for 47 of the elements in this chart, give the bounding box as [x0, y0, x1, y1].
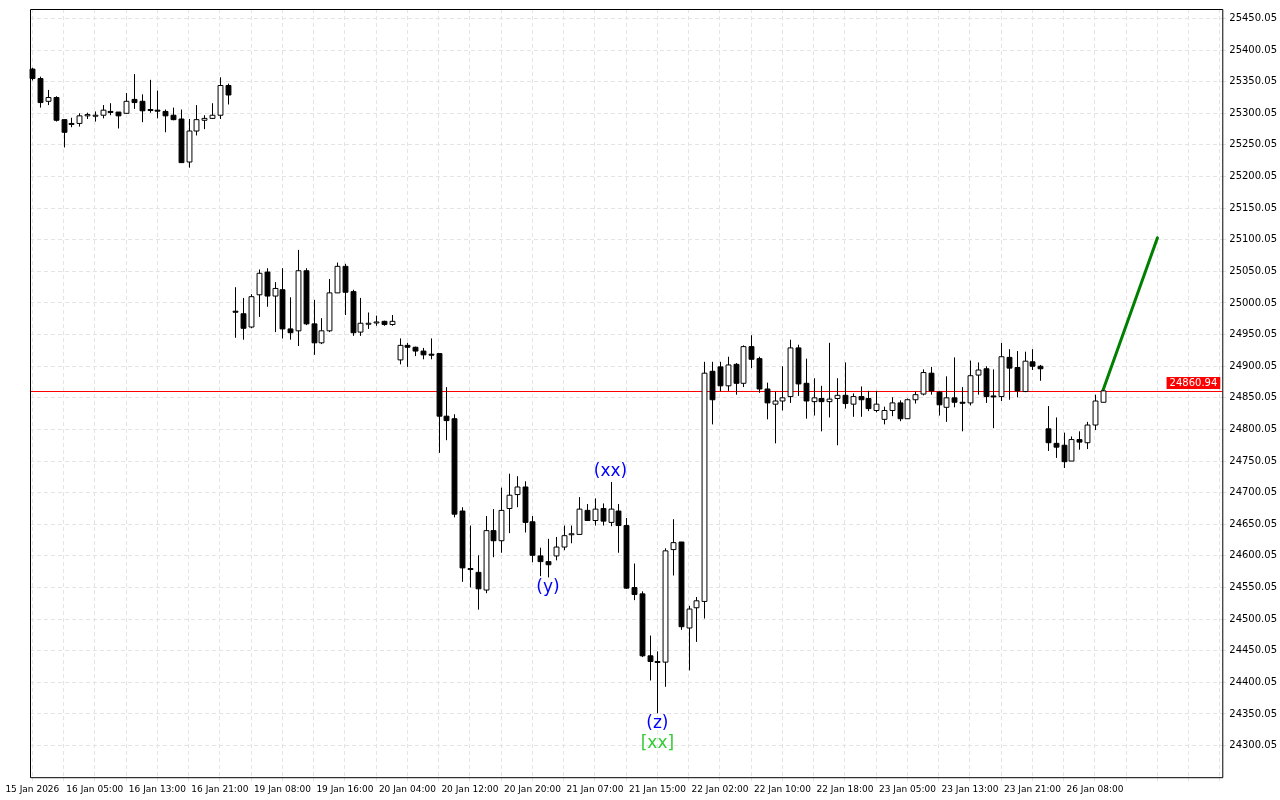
x-tick-label: 19 Jan 08:00 — [253, 783, 312, 794]
y-tick-label: 25350.05 — [1229, 75, 1277, 87]
x-tick-label: 22 Jan 10:00 — [753, 783, 812, 794]
x-tick-label: 16 Jan 13:00 — [128, 783, 187, 794]
y-tick-label: 24700.05 — [1229, 486, 1277, 498]
y-tick-label: 25250.05 — [1229, 138, 1277, 150]
y-tick-label: 25150.05 — [1229, 201, 1277, 213]
y-tick-label: 25450.05 — [1229, 12, 1277, 24]
x-tick-label: 23 Jan 13:00 — [941, 783, 999, 794]
y-tick-label: 25050.05 — [1229, 264, 1277, 276]
y-tick-label: 24450.05 — [1229, 644, 1277, 656]
annotation: (xx) — [593, 459, 628, 480]
y-tick-label: 24550.05 — [1229, 581, 1277, 593]
x-tick-label: 20 Jan 04:00 — [378, 783, 437, 794]
y-tick-label: 24900.05 — [1229, 359, 1277, 371]
x-tick-label: 15 Jan 2026 — [5, 783, 60, 794]
x-tick-label: 19 Jan 16:00 — [316, 783, 374, 794]
x-tick-label: 23 Jan 05:00 — [878, 783, 937, 794]
y-tick-label: 24750.05 — [1229, 454, 1277, 466]
x-tick-label: 20 Jan 20:00 — [503, 783, 562, 794]
y-tick-label: 24800.05 — [1229, 423, 1277, 435]
x-tick-label: 26 Jan 08:00 — [1066, 783, 1124, 794]
y-tick-label: 25400.05 — [1229, 43, 1277, 55]
y-tick-label: 25200.05 — [1229, 170, 1277, 182]
y-tick-label: 24500.05 — [1229, 612, 1277, 624]
y-tick-label: 25300.05 — [1229, 106, 1277, 118]
y-tick-label: 25100.05 — [1229, 233, 1277, 245]
annotation: (z) — [646, 712, 669, 733]
x-tick-label: 21 Jan 07:00 — [566, 783, 624, 794]
y-tick-label: 24950.05 — [1229, 328, 1277, 340]
y-tick-label: 24850.05 — [1229, 391, 1277, 403]
x-tick-label: 16 Jan 21:00 — [191, 783, 249, 794]
x-tick-label: 23 Jan 21:00 — [1003, 783, 1062, 794]
x-tick-label: 21 Jan 15:00 — [628, 783, 687, 794]
y-tick-label: 24600.05 — [1229, 549, 1277, 561]
x-tick-label: 22 Jan 18:00 — [816, 783, 874, 794]
x-tick-label: 16 Jan 05:00 — [66, 783, 124, 794]
x-tick-label: 22 Jan 02:00 — [691, 783, 749, 794]
annotation: [xx] — [640, 732, 675, 753]
y-tick-label: 24400.05 — [1229, 675, 1277, 687]
y-tick-label: 24350.05 — [1229, 707, 1277, 719]
y-tick-label: 24650.05 — [1229, 517, 1277, 529]
annotation: (y) — [536, 576, 560, 597]
y-tick-label: 25000.05 — [1229, 296, 1277, 308]
y-tick-label: 24300.05 — [1229, 739, 1277, 751]
x-tick-label: 20 Jan 12:00 — [441, 783, 499, 794]
ref-line-label: 24860.94 — [1169, 376, 1218, 388]
